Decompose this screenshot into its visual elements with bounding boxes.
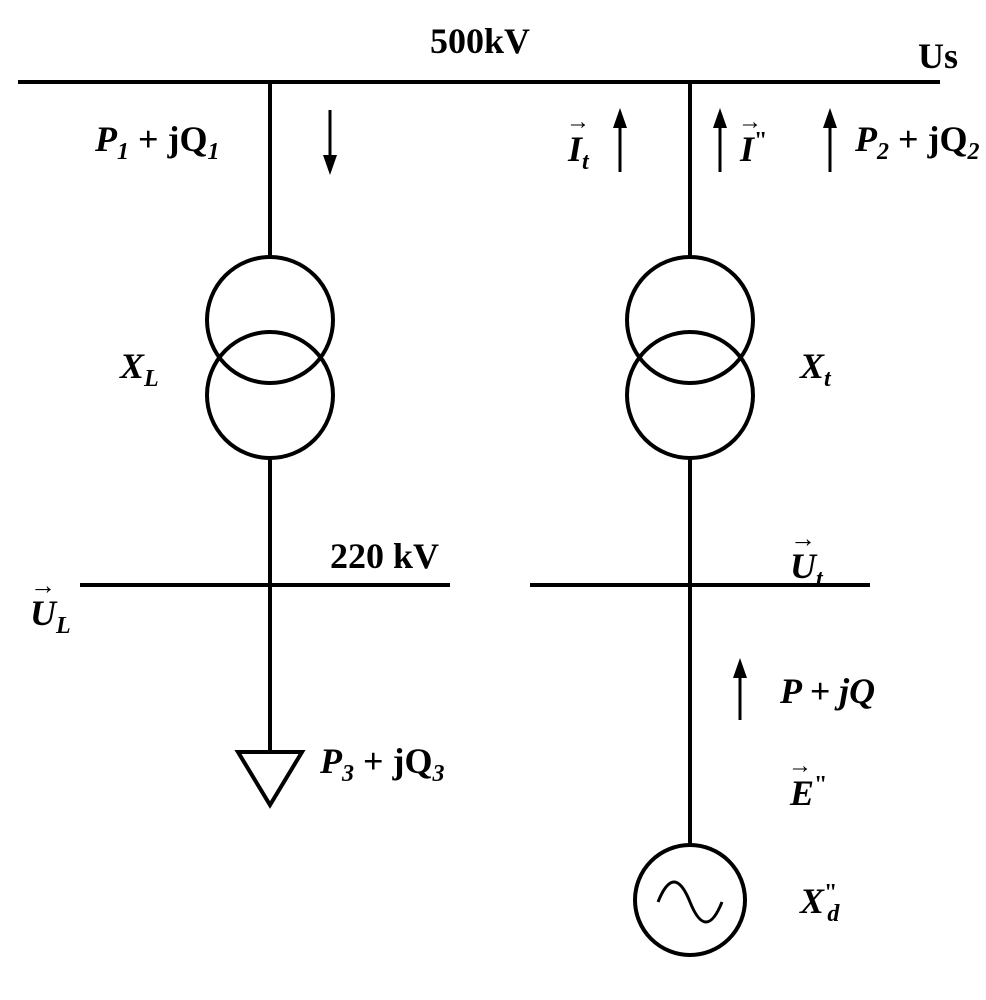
right-transformer-bottom-circle: [627, 332, 753, 458]
ground-symbol: [238, 752, 302, 805]
xd-label: X"d: [800, 880, 839, 928]
p2-label: P2 + jQ2: [855, 118, 980, 166]
xt-label: Xt: [800, 345, 831, 393]
idd-label: I": [740, 128, 767, 170]
left-transformer-top-circle: [207, 257, 333, 383]
left-transformer-bottom-circle: [207, 332, 333, 458]
us-label: Us: [918, 35, 958, 77]
top-bus-voltage: 500kV: [430, 20, 530, 62]
emf-label: E": [790, 772, 827, 814]
it-arrow-head: [613, 108, 627, 128]
p1-label: P1 + jQ1: [95, 118, 220, 166]
it-label: It: [568, 128, 589, 176]
generator-sine: [658, 882, 722, 922]
ut-label: Ut: [790, 545, 823, 593]
pq-arrow-head: [733, 658, 747, 678]
right-transformer-top-circle: [627, 257, 753, 383]
left-power-arrow-head: [323, 155, 337, 175]
p3-label: P3 + jQ3: [320, 740, 445, 788]
xl-label: XL: [120, 345, 159, 393]
p2-arrow-head: [823, 108, 837, 128]
pq-label: P + jQ: [780, 670, 875, 712]
ul-label: UL: [30, 592, 71, 640]
mid-bus-voltage: 220 kV: [330, 535, 439, 577]
idd-arrow-head: [713, 108, 727, 128]
